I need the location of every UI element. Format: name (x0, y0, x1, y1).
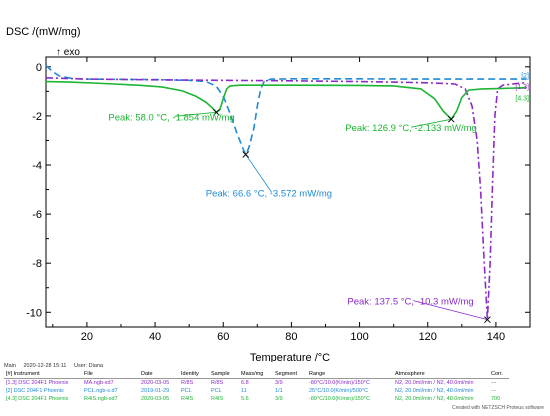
table-header-cell: Atmosphere (393, 370, 489, 379)
peak-leader-line (411, 118, 452, 128)
table-cell: [4.3] DSC 204F1 Phoenix (6, 396, 69, 402)
measurement-info-table: [#] Instrument File Date Identity Sample Mass… (4, 370, 509, 403)
table-cell: 3/9 (275, 396, 283, 402)
table-cell: PCL (181, 388, 192, 394)
meta-line: Main 2020-12-28 15:11 User: Diana (4, 363, 109, 369)
table-row: [4.3] DSC 204F1 Phoenix R4IS.ngb-sd7 2020-… (4, 395, 509, 403)
peak-label: Peak: 58.0 °C, -1.854 mW/mg (108, 112, 234, 123)
table-cell: [2] DSC 204F1 Phoenix (6, 388, 64, 394)
x-tick-label: 40 (149, 331, 161, 343)
table-header-row: [#] Instrument File Date Identity Sample Mass… (4, 370, 509, 379)
table-cell: N2, 20.0ml/min / N2, 40.0ml/min (395, 388, 474, 394)
series-line-0 (45, 64, 527, 157)
table-cell: 2020-03-05 (141, 396, 170, 402)
table-cell: N2, 20.0ml/min / N2, 40.0ml/min (395, 396, 474, 402)
axes: 20 40 60 80 100 120 140 0 -2 -4 -6 -8 -10 (26, 56, 531, 343)
peak-label: Peak: 66.6 °C, -3.572 mW/mg (206, 188, 332, 199)
table-cell: R4IS (181, 396, 194, 402)
table-header-cell: Corr. (489, 370, 509, 379)
peak-label: Peak: 137.5 °C, -10.3 mW/mg (347, 297, 473, 308)
table-cell: 2020-03-05 (141, 380, 170, 386)
peak-leader-line (413, 300, 488, 321)
table-cell: -80°C/10.0(K/min)/150°C (309, 380, 370, 386)
table-body: [1.3] DSC 204F1 Phoenix MA.ngb-sd7 2020-03… (4, 379, 509, 404)
table-header-cell: Range (307, 370, 393, 379)
table-cell: --- (491, 388, 497, 394)
table-cell: 2019-01-29 (141, 388, 170, 394)
series-layer (45, 64, 527, 320)
meta-user: User: Diana (74, 363, 104, 369)
peak-marker (213, 109, 220, 116)
series-end-label: [4.3] (515, 96, 529, 103)
table-header-cell: Date (139, 370, 179, 379)
series-line-1 (45, 77, 527, 320)
x-tick-label: 140 (487, 331, 505, 343)
x-axis-title: Temperature /°C (250, 352, 330, 362)
table-cell: N2, 20.0ml/min / N2, 40.0ml/min (395, 380, 474, 386)
table-cell: R4IS.ngb-sd7 (84, 396, 118, 402)
table-header-cell: File (82, 370, 139, 379)
series-line-2 (45, 80, 527, 121)
table-row: [2] DSC 204F1 Phoenix PCL.ngb-s.d7 2019-01… (4, 387, 509, 395)
exo-indicator: ↑ exo (56, 47, 80, 58)
meta-main: Main (4, 363, 16, 369)
table-cell: R4IS (211, 396, 224, 402)
plot-frame (45, 56, 531, 328)
table-header-cell: [#] Instrument (4, 370, 82, 379)
series-end-label: [2] (521, 73, 529, 80)
table-header-cell: Identity (179, 370, 209, 379)
table-cell: 3/9 (275, 380, 283, 386)
peak-marker (484, 316, 491, 323)
table-cell: 6.8 (241, 380, 249, 386)
y-tick-label: -6 (32, 209, 42, 221)
series-end-labels: [2] [1.3] [4.3] (515, 73, 529, 103)
table-row: [1.3] DSC 204F1 Phoenix MA.ngb-sd7 2020-03… (4, 379, 509, 388)
table-cell: PCL.ngb-s.d7 (84, 388, 118, 394)
table-cell: --- (491, 380, 497, 386)
series-end-label: [1.3] (515, 84, 529, 91)
peak-marker (242, 151, 250, 158)
x-tick-label: 120 (419, 331, 437, 343)
y-tick-label: -2 (32, 111, 42, 123)
y-tick-label: -4 (32, 160, 42, 172)
y-tick-label: -10 (26, 307, 42, 319)
meta-datetime: 2020-12-28 15:11 (23, 363, 67, 369)
peak-leader-line (245, 154, 273, 193)
y-tick-label: 0 (36, 62, 42, 74)
x-tick-label: 60 (217, 331, 229, 343)
table-header-cell: Segment (273, 370, 307, 379)
software-credit: Created with NETZSCH Proteus software (452, 405, 544, 411)
x-tick-label: 80 (285, 331, 297, 343)
table-cell: PCL (211, 388, 222, 394)
x-tick-label: 100 (350, 331, 368, 343)
table-cell: -80°C/10.0(K/min)/150°C (309, 396, 370, 402)
table-cell: [1.3] DSC 204F1 Phoenix (6, 380, 69, 386)
table-header-cell: Mass/mg (239, 370, 273, 379)
table-cell: 1/1 (275, 388, 283, 394)
table-cell: 5.6 (241, 396, 249, 402)
peak-label: Peak: 126.9 °C, -2.133 mW/mg (345, 123, 477, 134)
peak-marker (447, 115, 455, 123)
table-cell: R/8S (181, 380, 194, 386)
table-cell: 700 (491, 396, 501, 402)
table-cell: MA.ngb-sd7 (84, 380, 114, 386)
peak-annotations: Peak: 58.0 °C, -1.854 mW/mg Peak: 66.6 °C… (108, 109, 491, 323)
table-header-cell: Sample (209, 370, 239, 379)
table-cell: R/8S (211, 380, 224, 386)
x-tick-label: 20 (81, 331, 93, 343)
y-axis-title: DSC /(mW/mg) (6, 26, 81, 38)
dsc-chart: DSC /(mW/mg) ↑ exo 20 40 60 80 100 120 140 0 -2 -… (6, 26, 531, 364)
table-cell: 25°C/10.0(K/min)/500°C (309, 388, 369, 394)
table-cell: 11 (241, 388, 247, 394)
peak-leader-line (174, 111, 217, 117)
y-tick-label: -8 (32, 258, 42, 270)
